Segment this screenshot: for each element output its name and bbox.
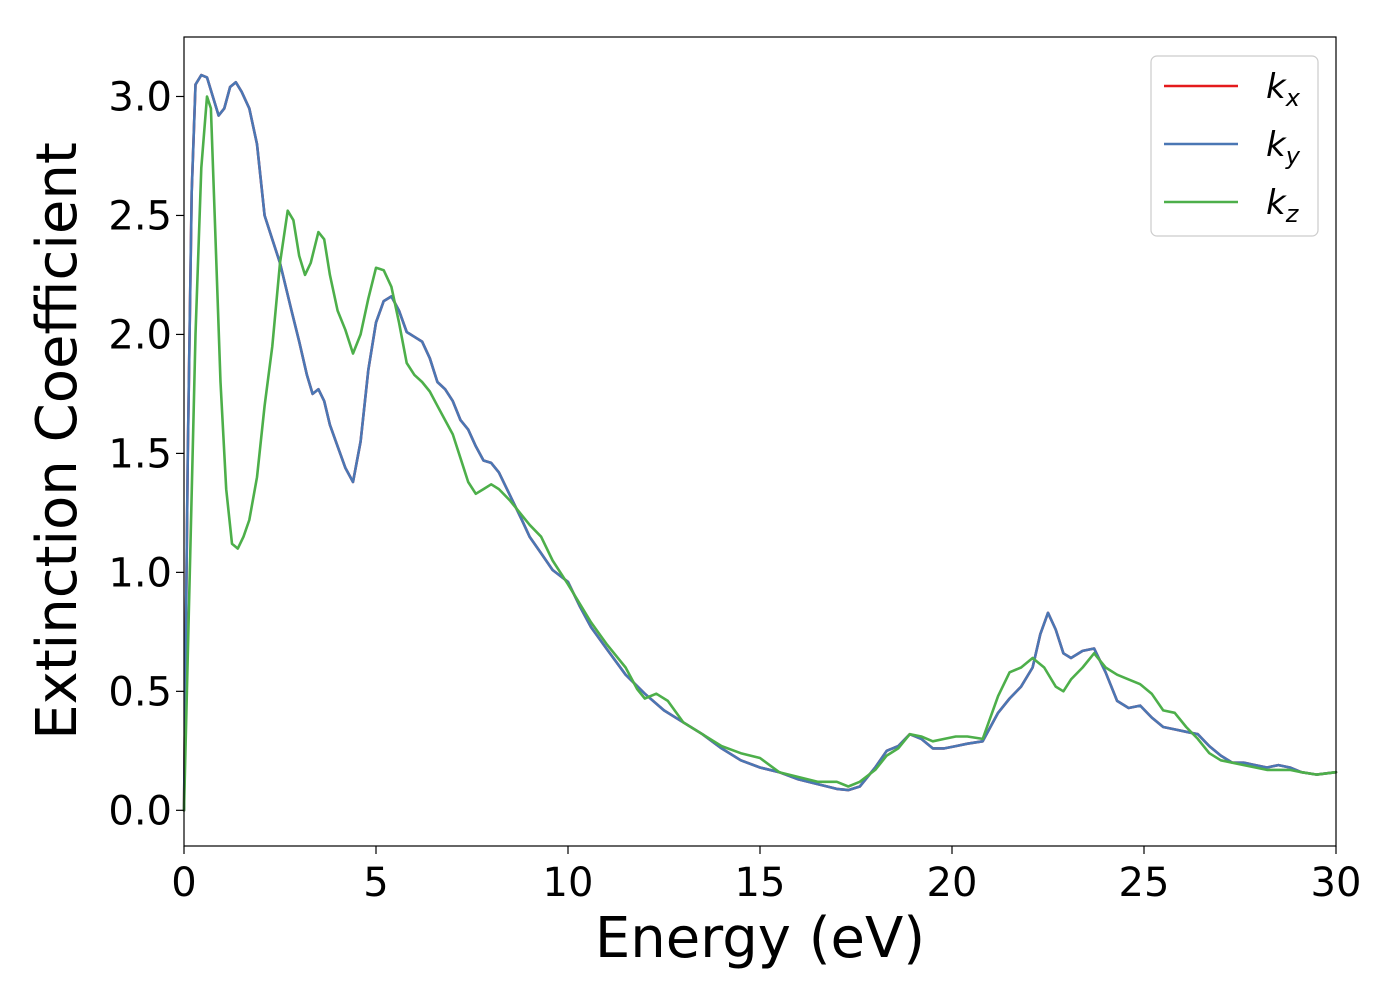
y-tick-label: 2.5 [108, 193, 172, 239]
x-tick-label: 15 [735, 860, 786, 906]
legend: kx ky kz [1150, 55, 1319, 237]
y-tick-label: 1.0 [108, 550, 172, 596]
y-tick-label: 2.0 [108, 312, 172, 358]
x-tick-label: 20 [927, 860, 978, 906]
x-axis: 0 5 10 15 20 25 30 [171, 846, 1361, 906]
legend-items: kx ky kz [1164, 67, 1301, 228]
y-tick-label: 0.0 [108, 788, 172, 834]
y-tick-label: 0.5 [108, 669, 172, 715]
legend-label-kx: kx [1266, 67, 1301, 112]
x-tick-label: 0 [171, 860, 196, 906]
x-tick-label: 5 [363, 860, 388, 906]
x-tick-label: 10 [543, 860, 594, 906]
series-line-ky [182, 73, 1338, 812]
x-tick-label: 25 [1119, 860, 1170, 906]
legend-label-ky: ky [1266, 125, 1301, 170]
x-tick-label: 30 [1311, 860, 1362, 906]
y-tick-label: 3.0 [108, 74, 172, 120]
legend-box [1150, 55, 1319, 237]
y-axis-title: Extinction Coefficient [25, 142, 90, 740]
series-line-kz [182, 95, 1338, 812]
y-tick-label: 1.5 [108, 431, 172, 477]
series-layer [182, 73, 1338, 812]
legend-label-kz: kz [1266, 183, 1300, 228]
y-axis: 0.0 0.5 1.0 1.5 2.0 2.5 3.0 [108, 74, 184, 834]
x-axis-title: Energy (eV) [595, 906, 925, 971]
